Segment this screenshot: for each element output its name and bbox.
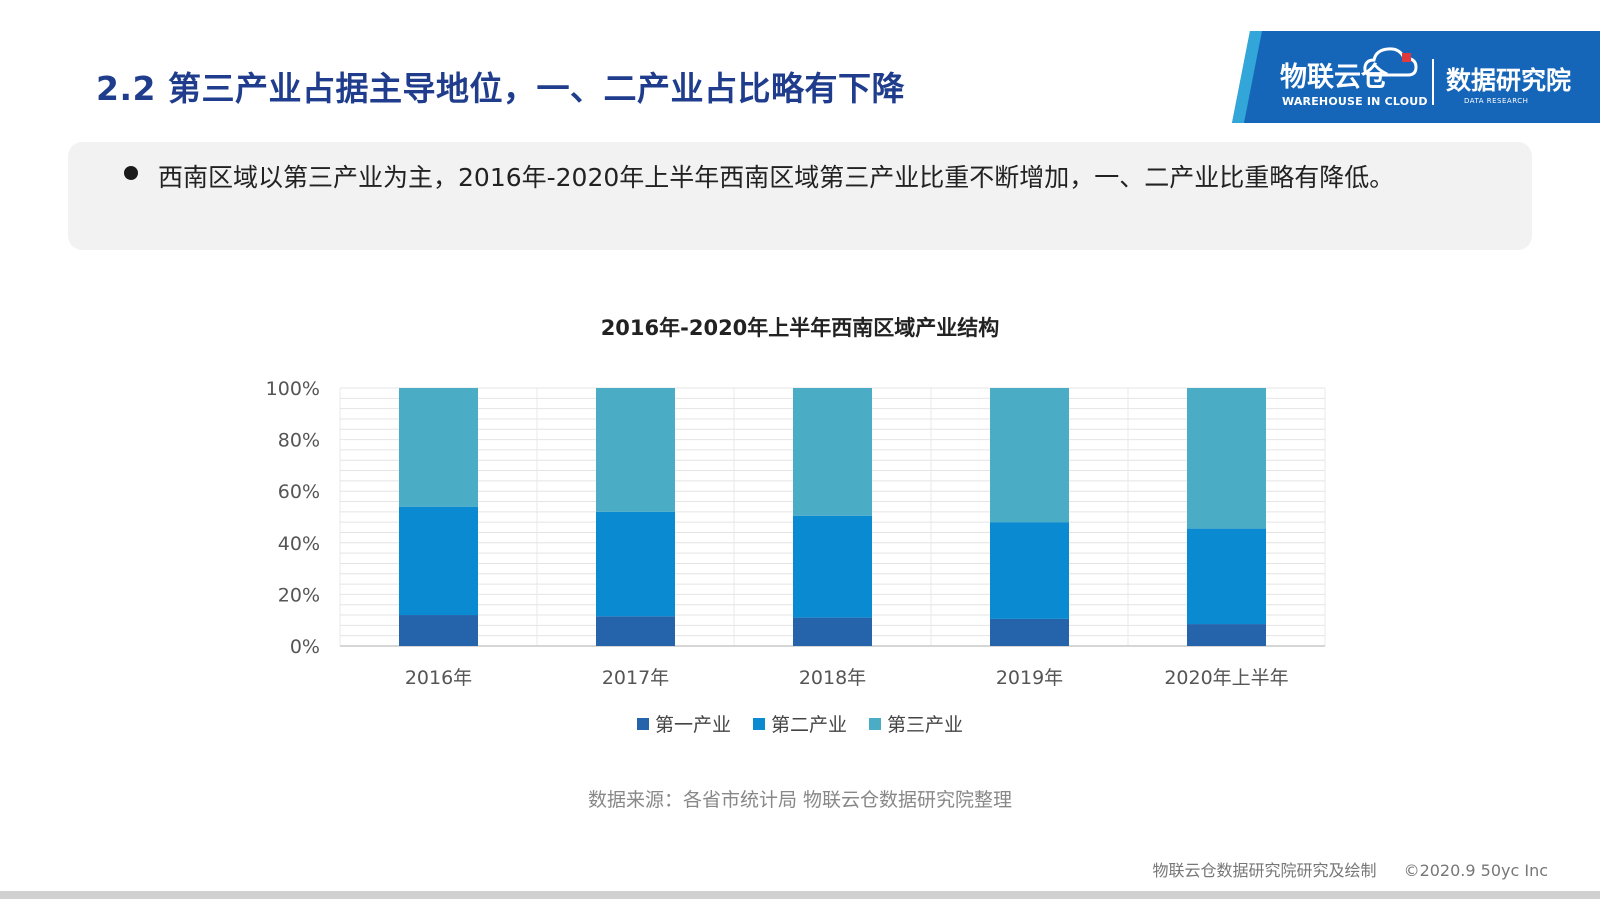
footer-copyright: ©2020.9 50yc Inc — [1403, 861, 1548, 880]
y-tick-label: 0% — [290, 636, 320, 658]
bar-segment — [596, 388, 675, 512]
footer-note: 物联云仓数据研究院研究及绘制 ©2020.9 50yc Inc — [1152, 857, 1548, 881]
bar-segment — [399, 615, 478, 646]
legend-label: 第一产业 — [654, 714, 731, 736]
bar-segment — [990, 522, 1069, 619]
bar-segment — [793, 617, 872, 646]
legend-item: 第三产业 — [869, 710, 963, 737]
source-note: 数据来源：各省市统计局 物联云仓数据研究院整理 — [587, 789, 1013, 811]
bar-segment — [1187, 528, 1266, 625]
logo-research-text: 数据研究院 — [1446, 66, 1572, 95]
summary-text: 西南区域以第三产业为主，2016年-2020年上半年西南区域第三产业比重不断增加… — [158, 163, 1395, 192]
bar-segment — [1187, 624, 1266, 646]
legend-item: 第一产业 — [636, 710, 731, 737]
bar-segment — [596, 616, 675, 646]
brand-logo: 物联云仓 WAREHOUSE IN CLOUD 数据研究院 DATA RESEA… — [1232, 31, 1600, 123]
logo-divider — [1432, 59, 1434, 105]
bar-segment — [990, 618, 1069, 646]
legend-item: 第二产业 — [752, 710, 847, 737]
x-tick-label: 2019年 — [996, 667, 1063, 689]
x-tick-label: 2017年 — [602, 667, 669, 689]
chart-legend: 第一产业 第二产业 第三产业 — [0, 710, 1600, 737]
bar-segment — [399, 506, 478, 616]
cloud-icon — [1363, 47, 1418, 77]
bar-segment — [793, 515, 872, 618]
logo-brand-text: 物联云仓 — [1280, 62, 1388, 93]
page-title: 2.2 第三产业占据主导地位，一、二产业占比略有下降 — [96, 69, 905, 108]
x-tick-label: 2016年 — [405, 667, 472, 689]
chart-title: 2016年-2020年上半年西南区域产业结构 — [600, 316, 1000, 340]
bar-segment — [399, 388, 478, 507]
bar-segment — [1187, 388, 1266, 529]
bullet-icon — [124, 166, 138, 180]
footer-credit: 物联云仓数据研究院研究及绘制 — [1152, 861, 1377, 880]
legend-label: 第三产业 — [887, 714, 964, 736]
bar-segment — [990, 388, 1069, 523]
logo-research-en: DATA RESEARCH — [1464, 97, 1529, 105]
legend-label: 第二产业 — [770, 714, 847, 736]
logo-brand-en: WAREHOUSE IN CLOUD — [1282, 95, 1428, 108]
summary-box: 西南区域以第三产业为主，2016年-2020年上半年西南区域第三产业比重不断增加… — [68, 142, 1532, 250]
bottom-bar — [0, 891, 1600, 899]
bar-segment — [596, 511, 675, 617]
legend-swatch — [636, 717, 649, 730]
legend-swatch — [752, 717, 765, 730]
legend-swatch — [869, 717, 881, 730]
y-tick-label: 100% — [266, 378, 320, 400]
bar-segment — [793, 388, 872, 516]
x-tick-label: 2018年 — [799, 667, 866, 689]
y-tick-label: 60% — [278, 481, 320, 503]
y-tick-label: 40% — [278, 533, 320, 555]
y-tick-label: 80% — [278, 430, 320, 452]
y-tick-label: 20% — [278, 584, 320, 606]
x-tick-label: 2020年上半年 — [1164, 667, 1288, 689]
